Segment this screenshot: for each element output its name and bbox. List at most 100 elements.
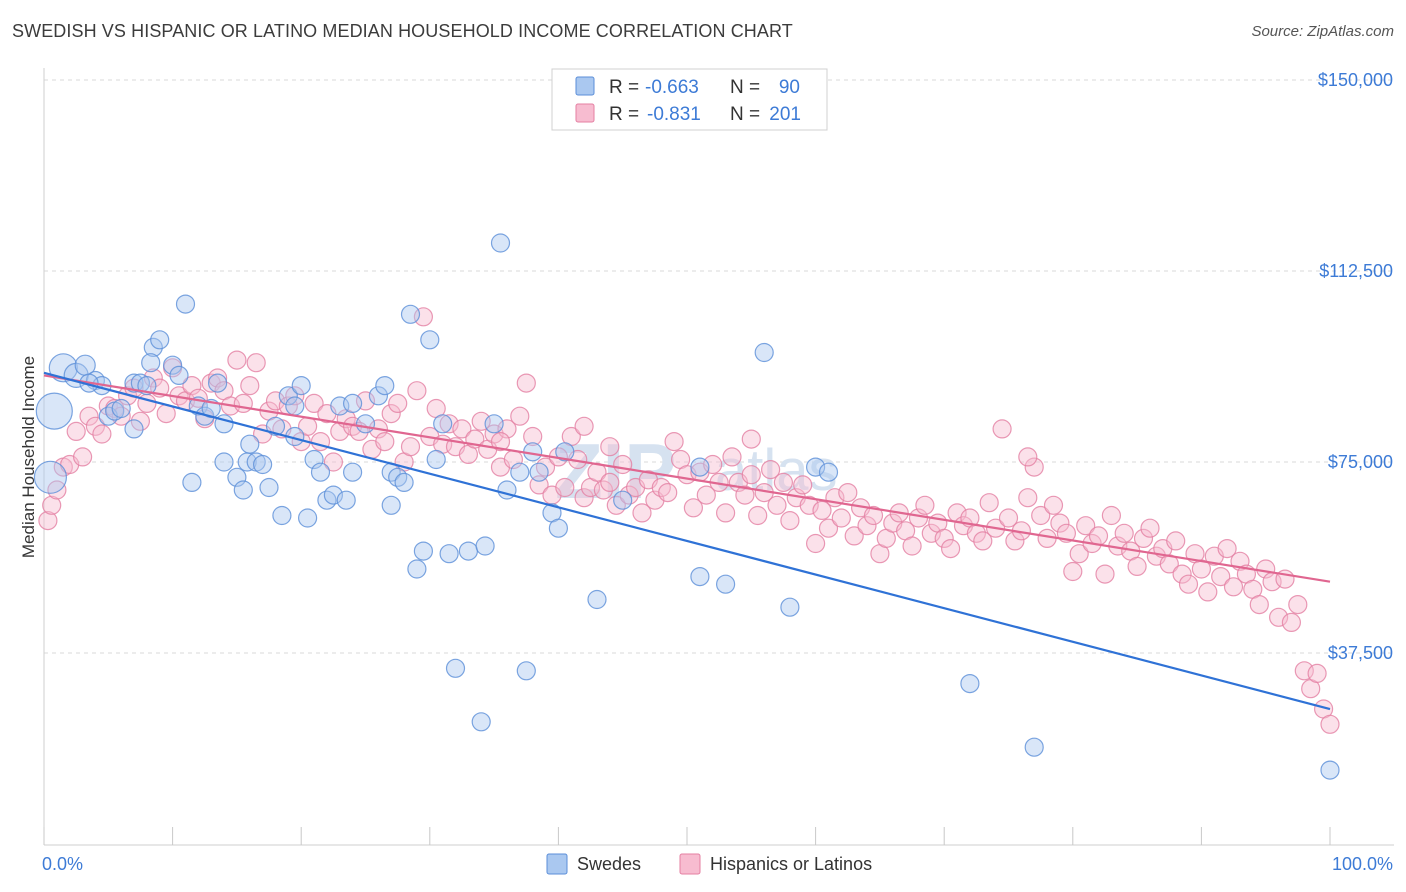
swedes-point xyxy=(175,294,196,314)
hispanic-point xyxy=(915,495,935,515)
hispanic-point xyxy=(664,432,684,452)
legend-n-label-2: N = xyxy=(730,104,760,125)
hispanic-point xyxy=(1114,523,1134,543)
swedes-point xyxy=(690,457,710,477)
hispanic-point xyxy=(773,472,794,492)
hispanic-point xyxy=(1268,607,1289,627)
swedes-point xyxy=(285,396,305,416)
hispanic-point xyxy=(799,495,819,515)
swedes-point xyxy=(253,454,273,475)
hispanic-point xyxy=(1320,714,1340,734)
swedes-point xyxy=(1320,760,1340,780)
hispanic-point xyxy=(805,533,826,554)
hispanic-point xyxy=(92,424,112,444)
swedes-point xyxy=(150,330,170,350)
swedes-point xyxy=(471,712,491,732)
hispanic-point xyxy=(979,493,999,513)
hispanic-point xyxy=(940,538,961,559)
hispanic-point xyxy=(1307,663,1327,684)
swedes-point xyxy=(445,658,466,678)
hispanic-point xyxy=(1063,561,1083,582)
hispanic-point xyxy=(381,404,401,424)
swedes-point xyxy=(355,414,376,434)
swedes-point xyxy=(227,467,247,487)
hispanic-point xyxy=(47,480,67,500)
hispanic-point xyxy=(593,480,614,500)
swedes-point xyxy=(111,398,131,419)
series-legend: Swedes Hispanics or Latinos xyxy=(546,853,872,875)
hispanic-point xyxy=(1127,556,1147,577)
swedes-point xyxy=(310,462,331,482)
hispanic-point xyxy=(233,393,253,413)
hispanic-point xyxy=(683,498,704,518)
hispanic-point xyxy=(407,381,427,401)
swedes-point xyxy=(715,574,736,594)
bottom-legend-swedes: Swedes xyxy=(577,854,641,874)
swedes-points xyxy=(33,233,1340,780)
hispanic-point xyxy=(1088,526,1109,546)
x-tick-label-min: 0.0% xyxy=(42,854,83,874)
swedes-point xyxy=(343,462,363,482)
legend-r-value-2: -0.831 xyxy=(647,104,701,125)
hispanic-point xyxy=(439,414,459,434)
hispanic-point xyxy=(1249,594,1269,615)
swedes-point xyxy=(163,355,183,375)
swedes-point xyxy=(780,597,800,617)
hispanic-point xyxy=(632,503,652,523)
hispanic-point xyxy=(735,485,755,505)
y-tick-label-0: $37,500 xyxy=(1328,643,1393,663)
hispanic-point xyxy=(1217,538,1237,559)
swedes-point xyxy=(439,544,459,564)
hispanic-point xyxy=(651,477,671,498)
swedes-point xyxy=(240,434,260,454)
swedes-point xyxy=(259,477,279,498)
swedes-point xyxy=(433,414,453,434)
hispanic-point xyxy=(1223,577,1244,597)
swedes-point xyxy=(343,393,363,413)
swedes-point xyxy=(304,449,324,470)
swedes-point xyxy=(690,566,710,587)
hispanic-point xyxy=(1069,544,1089,564)
swedes-point xyxy=(529,462,549,482)
trend-lines xyxy=(43,371,1331,711)
hispanic-point xyxy=(658,483,678,503)
swedes-point xyxy=(613,490,633,510)
x-tick-label-max: 100.0% xyxy=(1332,854,1393,874)
hispanic-point xyxy=(767,495,787,515)
swedes-point xyxy=(548,518,569,538)
axes xyxy=(43,68,1394,846)
hispanic-point xyxy=(208,368,228,388)
swedes-point xyxy=(394,472,414,492)
legend-n-label-1: N = xyxy=(730,77,760,98)
swedes-point xyxy=(375,376,395,396)
hispanic-point xyxy=(304,393,324,413)
hispanic-point xyxy=(1281,612,1302,633)
legend-r-value-1: -0.663 xyxy=(645,77,699,98)
hispanic-point xyxy=(857,516,877,536)
hispanic-point xyxy=(1043,495,1064,515)
hispanic-point xyxy=(934,528,954,549)
hispanic-point xyxy=(741,465,761,485)
hispanic-point xyxy=(1024,457,1044,477)
hispanic-point xyxy=(555,477,575,498)
swedes-point xyxy=(587,589,607,610)
swedes-point xyxy=(490,233,511,253)
hispanic-point xyxy=(240,376,260,396)
hispanic-point xyxy=(1211,566,1231,587)
hispanic-point xyxy=(818,518,839,538)
legend-r-label-2: R = xyxy=(609,104,639,125)
hispanic-point xyxy=(246,353,266,373)
legend-swatch-hispanic xyxy=(575,103,595,123)
swedes-point xyxy=(420,330,440,350)
legend-n-value-2: 201 xyxy=(769,104,801,125)
swedes-point xyxy=(143,337,163,357)
hispanic-point xyxy=(1133,528,1154,549)
hispanic-point xyxy=(1095,564,1115,584)
hispanic-point xyxy=(998,508,1019,528)
legend-box xyxy=(551,68,828,131)
hispanic-point xyxy=(1178,574,1199,594)
swedes-point xyxy=(265,416,286,436)
hispanic-point xyxy=(600,472,620,492)
hispanic-point xyxy=(606,495,626,515)
hispanic-point xyxy=(1166,531,1186,551)
